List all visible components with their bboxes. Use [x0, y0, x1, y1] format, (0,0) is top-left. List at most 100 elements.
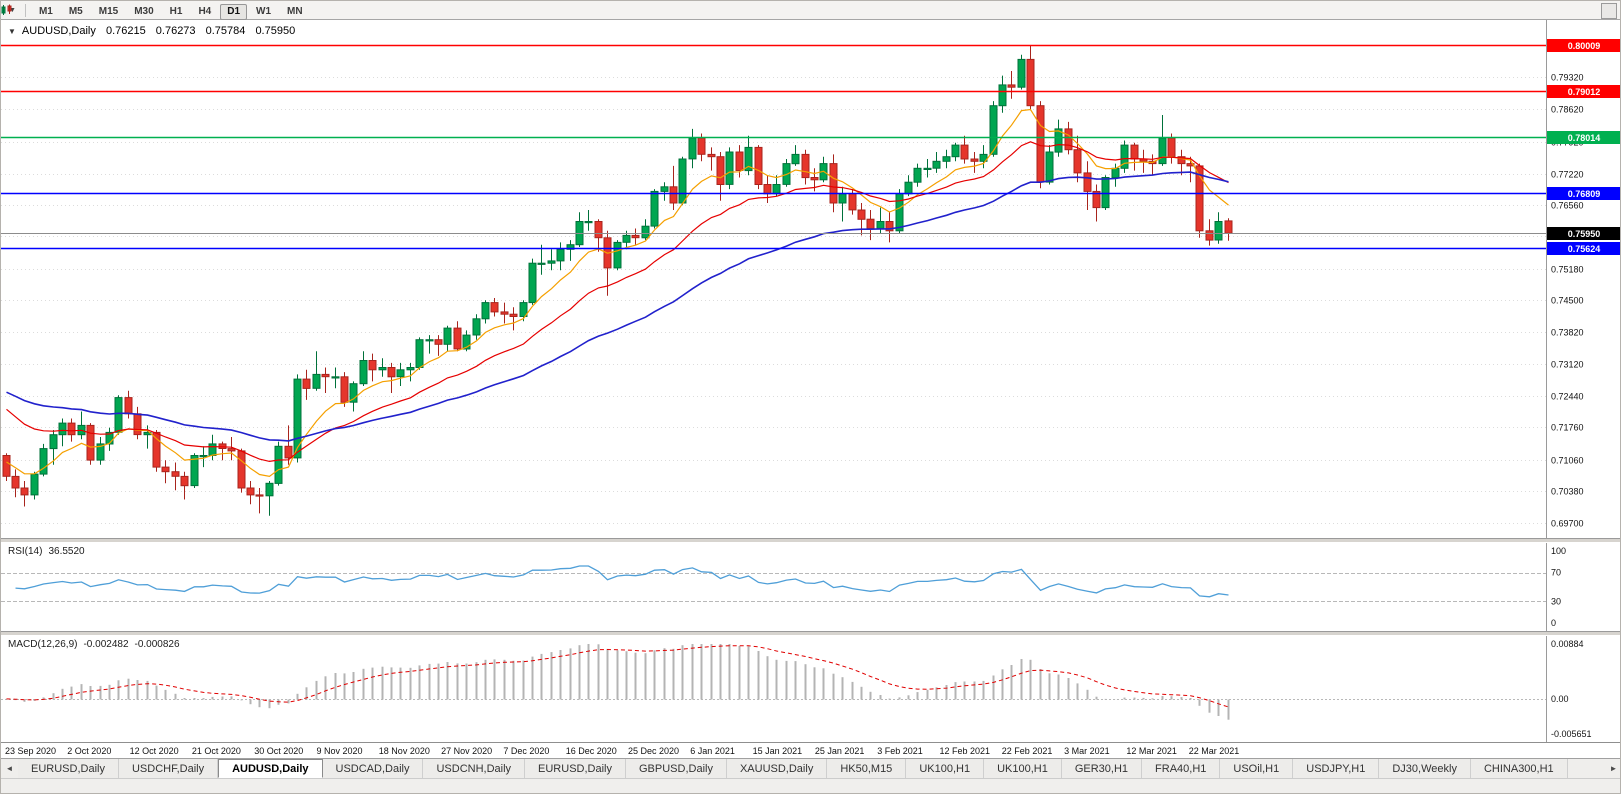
main-price-pane[interactable]: 0.793200.786200.779200.772200.765600.758… [1, 20, 1621, 538]
timeframe-button-m30[interactable]: M30 [127, 4, 160, 20]
chart-tab-china300-h1[interactable]: CHINA300,H1 [1470, 759, 1568, 778]
price-axis-label: 0.76560 [1551, 201, 1584, 211]
candlestick [913, 163, 922, 187]
candlestick [58, 418, 67, 447]
price-axis-label: 0.79320 [1551, 73, 1584, 83]
candlestick [265, 481, 274, 516]
chart-tabs: EURUSD,Daily USDCHF,Daily AUDUSD,Daily USDC… [18, 759, 1568, 778]
chart-tab-usdjpy-h1[interactable]: USDJPY,H1 [1293, 759, 1380, 778]
candlestick [321, 367, 330, 393]
candlestick [387, 362, 396, 393]
candlestick [1092, 184, 1101, 222]
time-axis-label: 12 Feb 2021 [939, 746, 991, 756]
candles-layer [2, 45, 1233, 516]
candlestick [284, 425, 293, 465]
macd-signal-value: -0.000826 [134, 639, 180, 650]
candlestick [566, 240, 575, 261]
candlestick [594, 219, 603, 252]
candlestick [152, 430, 161, 472]
candlestick [819, 156, 828, 183]
chart-tab-gbpusd-daily[interactable]: GBPUSD,Daily [626, 759, 727, 778]
chart-tab-uk100-h1[interactable]: UK100,H1 [906, 759, 985, 778]
chart-tab-fra40-h1[interactable]: FRA40,H1 [1142, 759, 1221, 778]
chart-tab-audusd-daily[interactable]: AUDUSD,Daily [218, 759, 323, 778]
chart-tab-ger30-h1[interactable]: GER30,H1 [1061, 759, 1143, 778]
toolbar-corner-button[interactable] [1601, 3, 1617, 19]
candlestick [86, 423, 95, 465]
chart-tab-xauusd-daily[interactable]: XAUUSD,Daily [726, 759, 828, 778]
timeframe-button-h4[interactable]: H4 [191, 4, 218, 20]
candlestick [707, 147, 716, 171]
candlestick [472, 314, 481, 340]
price-axis-label: 0.73120 [1551, 360, 1584, 370]
candlestick [716, 152, 725, 201]
rsi-axis-label: 30 [1551, 596, 1561, 606]
pane-separator[interactable] [1, 631, 1620, 636]
candlestick [396, 362, 405, 386]
chart-tab-usdcnh-daily[interactable]: USDCNH,Daily [423, 759, 526, 778]
resistance-line[interactable]: 0.80009 [1, 39, 1621, 52]
time-axis-label: 22 Mar 2021 [1188, 746, 1240, 756]
rsi-line [15, 565, 1229, 598]
price-axis-label: 0.69700 [1551, 519, 1584, 529]
timeframe-button-m1[interactable]: M1 [32, 4, 60, 20]
candlestick [829, 154, 838, 213]
macd-indicator-pane[interactable]: 0.00884 0.00 -0.005651 [1, 636, 1621, 742]
time-axis-label: 25 Jan 2021 [814, 746, 865, 756]
timeframe-button-w1[interactable]: W1 [249, 4, 278, 20]
chart-tab-hk50-m15[interactable]: HK50,M15 [827, 759, 907, 778]
rsi-label: RSI(14) 36.5520 [8, 546, 85, 557]
chart-tab-uk100-h1[interactable]: UK100,H1 [984, 759, 1062, 778]
chart-tab-usdchf-daily[interactable]: USDCHF,Daily [118, 759, 219, 778]
candlestick [171, 462, 180, 491]
support-line[interactable]: 0.76809 [1, 187, 1621, 200]
candlestick [1148, 154, 1157, 176]
timeframe-button-d1[interactable]: D1 [220, 3, 248, 20]
support-line[interactable]: 0.78014 [1, 131, 1621, 144]
rsi-axis-label: 100 [1551, 546, 1566, 556]
timeframe-button-h1[interactable]: H1 [163, 4, 190, 20]
time-axis-label: 16 Dec 2020 [565, 746, 617, 756]
resistance-line[interactable]: 0.79012 [1, 85, 1621, 98]
price-badge: 0.76809 [1568, 189, 1601, 199]
tabs-scroll-left-button[interactable]: ◄ [1, 759, 18, 778]
candlestick [500, 302, 509, 324]
chart-tab-eurusd-daily[interactable]: EURUSD,Daily [525, 759, 626, 778]
time-axis[interactable]: 23 Sep 2020 2 Oct 2020 12 Oct 2020 21 Oct 2… [1, 742, 1620, 758]
price-axis-label: 0.72440 [1551, 392, 1584, 402]
candlestick [763, 175, 772, 203]
candlestick [857, 203, 866, 236]
timeframe-button-m15[interactable]: M15 [92, 4, 125, 20]
candlestick [1177, 149, 1186, 176]
candlestick [979, 145, 988, 169]
candlestick [791, 145, 800, 166]
chart-symbol-label: AUDUSD,Daily [21, 25, 96, 37]
candlestick-chart-icon [1, 4, 12, 15]
price-badge: 0.78014 [1568, 133, 1601, 143]
candlestick [1139, 149, 1148, 173]
time-axis-label: 12 Oct 2020 [129, 746, 179, 756]
candlestick [368, 353, 377, 382]
candlestick [575, 212, 584, 247]
chart-tab-eurusd-daily[interactable]: EURUSD,Daily [18, 759, 119, 778]
candlestick [970, 152, 979, 173]
candlestick [218, 441, 227, 461]
candlestick [96, 437, 105, 465]
collapse-triangle-icon[interactable]: ▼ [8, 27, 16, 36]
timeframe-button-mn[interactable]: MN [280, 4, 310, 20]
chart-type-dropdown[interactable]: ▼ [1, 2, 20, 18]
timeframe-button-m5[interactable]: M5 [62, 4, 90, 20]
support-line[interactable]: 0.75624 [1, 242, 1621, 255]
chart-tab-usdcad-daily[interactable]: USDCAD,Daily [322, 759, 424, 778]
chart-title: ▼ AUDUSD,Daily 0.76215 0.76273 0.75784 0.… [8, 25, 295, 37]
rsi-indicator-pane[interactable]: 100 70 30 0 [1, 543, 1621, 631]
candlestick [725, 147, 734, 190]
time-axis-label: 2 Oct 2020 [67, 746, 112, 756]
time-axis-label: 21 Oct 2020 [191, 746, 241, 756]
candlestick [237, 448, 246, 493]
tabs-scroll-right-button[interactable]: ► [1605, 759, 1620, 778]
chart-tab-dj30-weekly[interactable]: DJ30,Weekly [1379, 759, 1471, 778]
price-axis-label: 0.74500 [1551, 296, 1584, 306]
chart-tab-usoil-h1[interactable]: USOil,H1 [1220, 759, 1294, 778]
pane-separator[interactable] [1, 538, 1620, 543]
